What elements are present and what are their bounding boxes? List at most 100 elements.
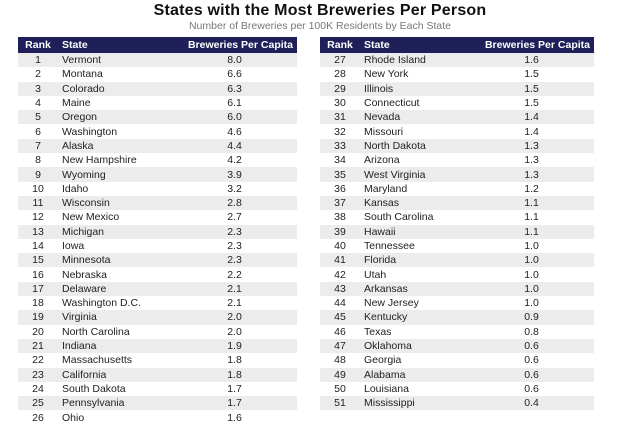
cell-rank: 49	[334, 368, 346, 381]
cell-state: Massachusetts	[62, 354, 133, 367]
cell-state: Indiana	[62, 340, 97, 353]
cell-state: Florida	[364, 254, 397, 267]
cell-state: Washington	[62, 125, 118, 138]
table-row: 36 Maryland 1.2	[320, 182, 594, 196]
cell-value: 2.3	[227, 254, 242, 267]
cell-value: 0.6	[524, 382, 539, 395]
table-row: 20 North Carolina 2.0	[18, 325, 297, 339]
table-row: 32 Missouri 1.4	[320, 124, 594, 138]
table-row: 24 South Dakota 1.7	[18, 382, 297, 396]
cell-state: Nebraska	[62, 268, 107, 281]
cell-value: 1.4	[524, 125, 539, 138]
header-rank: Rank	[327, 39, 353, 51]
table-row: 42 Utah 1.0	[320, 267, 594, 281]
cell-value: 6.0	[227, 111, 242, 124]
table-row: 11 Wisconsin 2.8	[18, 195, 297, 211]
table-row: 45 Kentucky 0.9	[320, 310, 594, 325]
cell-value: 0.4	[524, 397, 539, 410]
cell-state: Minnesota	[62, 254, 111, 267]
cell-value: 1.1	[524, 197, 539, 210]
table-row: 17 Delaware 2.1	[18, 281, 297, 297]
cell-value: 1.2	[524, 182, 539, 195]
cell-rank: 45	[334, 311, 346, 324]
cell-value: 1.6	[524, 54, 539, 67]
table-row: 40 Tennessee 1.0	[320, 239, 594, 253]
table-row: 1 Vermont 8.0	[18, 53, 297, 68]
cell-rank: 3	[35, 82, 41, 95]
cell-state: Ohio	[62, 411, 85, 424]
cell-state: Maryland	[364, 182, 408, 195]
cell-value: 2.1	[227, 297, 242, 310]
cell-state: Louisiana	[364, 382, 409, 395]
cell-rank: 2	[35, 68, 41, 81]
table-row: 16 Nebraska 2.2	[18, 267, 297, 281]
cell-rank: 32	[334, 125, 346, 138]
cell-rank: 46	[334, 325, 346, 338]
cell-rank: 38	[334, 211, 346, 224]
cell-state: Wyoming	[62, 168, 106, 181]
table-row: 4 Maine 6.1	[18, 96, 297, 110]
table-row: 44 New Jersey 1.0	[320, 296, 594, 310]
cell-state: California	[62, 368, 107, 381]
cell-state: Connecticut	[364, 97, 420, 110]
table-row: 47 Oklahoma 0.6	[320, 338, 594, 354]
cell-rank: 31	[334, 111, 346, 124]
cell-value: 1.8	[227, 354, 242, 367]
cell-value: 6.1	[227, 97, 242, 110]
cell-value: 1.0	[524, 254, 539, 267]
table-row: 28 New York 1.5	[320, 67, 594, 81]
table-row: 3 Colorado 6.3	[18, 81, 297, 96]
table-row: 46 Texas 0.8	[320, 325, 594, 339]
chart-subtitle: Number of Breweries per 100K Residents b…	[188, 20, 452, 32]
cell-value: 0.8	[524, 325, 539, 338]
table-row: 9 Wyoming 3.9	[18, 167, 297, 182]
cell-value: 2.3	[227, 240, 242, 252]
table-row: 10 Idaho 3.2	[18, 182, 297, 196]
cell-value: 2.3	[227, 225, 242, 238]
cell-rank: 15	[32, 254, 44, 267]
cell-rank: 28	[334, 68, 346, 81]
table-row: 43 Arkansas 1.0	[320, 281, 594, 297]
cell-state: Mississippi	[364, 397, 415, 410]
cell-rank: 50	[334, 382, 346, 395]
cell-state: Washington D.C.	[62, 297, 141, 310]
table-right: Rank State Breweries Per Capita 27 Rhode …	[320, 37, 594, 411]
cell-rank: 48	[334, 354, 346, 367]
cell-state: North Dakota	[364, 139, 426, 152]
cell-rank: 14	[32, 240, 44, 252]
cell-value: 2.7	[227, 211, 242, 224]
table-left: Rank State Breweries Per Capita 1 Vermont…	[18, 37, 297, 425]
table-header: Rank State Breweries Per Capita	[320, 37, 594, 53]
cell-rank: 16	[32, 268, 44, 281]
cell-rank: 35	[334, 168, 346, 181]
cell-value: 0.6	[524, 354, 539, 367]
table-row: 2 Montana 6.6	[18, 67, 297, 81]
cell-state: New Hampshire	[62, 154, 137, 167]
cell-value: 1.0	[524, 297, 539, 310]
cell-state: Alabama	[364, 368, 406, 381]
cell-rank: 5	[35, 111, 41, 124]
header-value: Breweries Per Capita	[187, 39, 293, 51]
table-row: 51 Mississippi 0.4	[320, 396, 594, 411]
cell-rank: 6	[35, 125, 41, 138]
cell-value: 6.6	[227, 68, 242, 81]
header-state: State	[62, 39, 88, 51]
cell-rank: 43	[334, 282, 346, 295]
cell-state: Colorado	[62, 82, 105, 95]
cell-rank: 42	[334, 268, 346, 281]
cell-rank: 47	[334, 340, 346, 353]
cell-state: Utah	[364, 268, 387, 281]
cell-value: 0.6	[524, 368, 539, 381]
cell-value: 1.5	[524, 68, 539, 81]
cell-value: 1.1	[524, 225, 539, 238]
table-row: 21 Indiana 1.9	[18, 338, 297, 354]
cell-rank: 7	[35, 139, 41, 152]
cell-state: Oregon	[62, 111, 98, 124]
cell-rank: 9	[35, 168, 41, 181]
cell-value: 2.1	[227, 282, 242, 295]
cell-value: 6.3	[227, 82, 242, 95]
table-row: 26 Ohio 1.6	[18, 410, 297, 424]
cell-value: 0.9	[524, 311, 539, 324]
cell-rank: 17	[32, 282, 44, 295]
cell-value: 1.5	[524, 97, 539, 110]
